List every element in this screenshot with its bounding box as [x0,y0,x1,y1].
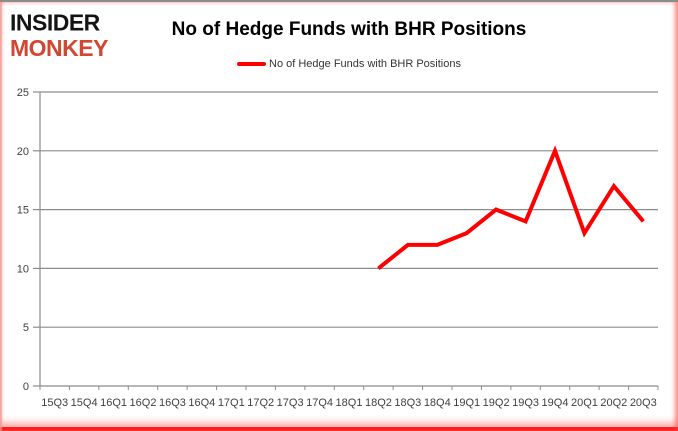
x-tick-label: 16Q4 [188,397,215,409]
x-tick-label: 18Q4 [424,397,451,409]
y-tick-label: 20 [17,146,29,158]
x-tick-label: 19Q4 [542,397,569,409]
legend-label: No of Hedge Funds with BHR Positions [269,57,461,70]
x-tick-label: 20Q3 [630,397,657,409]
x-tick-label: 17Q3 [277,397,304,409]
logo-text-monkey: MONKEY [10,34,108,61]
y-tick-label: 5 [23,322,29,334]
y-tick-label: 10 [17,263,29,275]
x-tick-label: 18Q1 [336,397,363,409]
chart-title: No of Hedge Funds with BHR Positions [171,19,527,40]
x-tick-label: 20Q2 [600,397,627,409]
x-tick-label: 19Q2 [483,397,510,409]
y-tick-label: 0 [23,381,29,393]
x-tick-label: 19Q1 [453,397,480,409]
y-tick-label: 25 [17,87,29,99]
x-tick-label: 17Q2 [247,397,274,409]
x-tick-label: 17Q4 [306,397,333,409]
x-tick-label: 20Q1 [571,397,598,409]
x-tick-label: 18Q2 [365,397,392,409]
x-tick-label: 17Q1 [218,397,245,409]
chart-legend: No of Hedge Funds with BHR Positions [40,56,658,71]
x-tick-label: 16Q2 [130,397,157,409]
x-tick-label: 15Q4 [71,397,98,409]
x-tick-label: 19Q3 [512,397,539,409]
x-tick-label: 16Q1 [100,397,127,409]
x-tick-label: 18Q3 [394,397,421,409]
logo-text-insider: INSIDER [10,8,100,36]
x-tick-label: 16Q3 [159,397,186,409]
insider-monkey-logo: INSIDER MONKEY [10,8,108,61]
x-tick-label: 15Q3 [41,397,68,409]
series-line [377,145,645,270]
y-tick-label: 15 [17,205,29,217]
legend-line-swatch [237,61,266,66]
